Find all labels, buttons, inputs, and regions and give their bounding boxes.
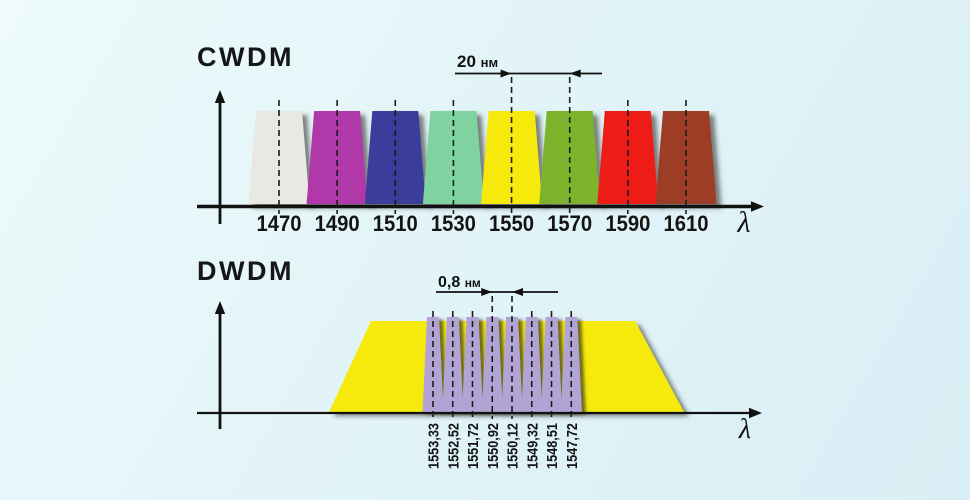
cwdm-tick-label-3: 1530 bbox=[431, 211, 476, 236]
dwdm-y-axis-arrow-icon bbox=[214, 301, 226, 314]
dwdm-x-axis-label-lambda: λ bbox=[738, 414, 751, 445]
dwdm-channel-trapezoid-3 bbox=[481, 317, 503, 412]
dwdm-tick-label-4: 1550,12 bbox=[505, 423, 522, 469]
cwdm-tick-label-7: 1610 bbox=[663, 211, 708, 236]
cwdm-tick-label-4: 1550 bbox=[489, 211, 534, 236]
cwdm-title: CWDM bbox=[197, 42, 294, 72]
dwdm-tick-label-6: 1548,51 bbox=[544, 423, 561, 469]
cwdm-spacing-label: 20 нм bbox=[457, 52, 498, 71]
dwdm-tick-label-3: 1550,92 bbox=[485, 423, 502, 469]
cwdm-tick-label-6: 1590 bbox=[605, 211, 650, 236]
cwdm-x-axis-arrow-icon bbox=[751, 201, 764, 212]
cwdm-channel-trapezoid-1 bbox=[306, 111, 368, 204]
dwdm-tick-label-2: 1551,72 bbox=[465, 423, 482, 469]
cwdm-tick-label-0: 1470 bbox=[257, 211, 302, 236]
dwdm-tick-label-0: 1553,33 bbox=[426, 423, 443, 469]
dwdm-spacing-arrow-left-icon bbox=[512, 288, 523, 296]
cwdm-channel-trapezoid-2 bbox=[364, 111, 426, 204]
dwdm-x-axis-arrow-icon bbox=[749, 407, 762, 419]
cwdm-channel-trapezoid-3 bbox=[422, 111, 484, 204]
cwdm-tick-label-5: 1570 bbox=[547, 211, 592, 236]
dwdm-spacing-label: 0,8 нм bbox=[438, 274, 481, 291]
cwdm-spacing-arrow-right-icon bbox=[500, 69, 512, 78]
cwdm-spacing-arrow-left-icon bbox=[569, 69, 581, 78]
cwdm-tick-label-1: 1490 bbox=[315, 211, 360, 236]
cwdm-y-axis-arrow-icon bbox=[214, 90, 226, 103]
dwdm-spacing-arrow-right-icon bbox=[481, 288, 493, 296]
cwdm-channel-trapezoid-7 bbox=[655, 111, 717, 204]
dwdm-channel-trapezoid-4 bbox=[501, 317, 523, 412]
dwdm-tick-label-5: 1549,32 bbox=[524, 423, 541, 469]
cwdm-x-axis-label-lambda: λ bbox=[737, 206, 751, 239]
cwdm-channel-trapezoid-6 bbox=[597, 111, 659, 204]
dwdm-tick-label-1: 1552,52 bbox=[445, 423, 462, 469]
cwdm-channel-trapezoid-0 bbox=[248, 111, 310, 204]
cwdm-tick-label-2: 1510 bbox=[373, 211, 418, 236]
dwdm-tick-label-7: 1547,72 bbox=[564, 423, 581, 469]
dwdm-title: DWDM bbox=[197, 256, 294, 286]
